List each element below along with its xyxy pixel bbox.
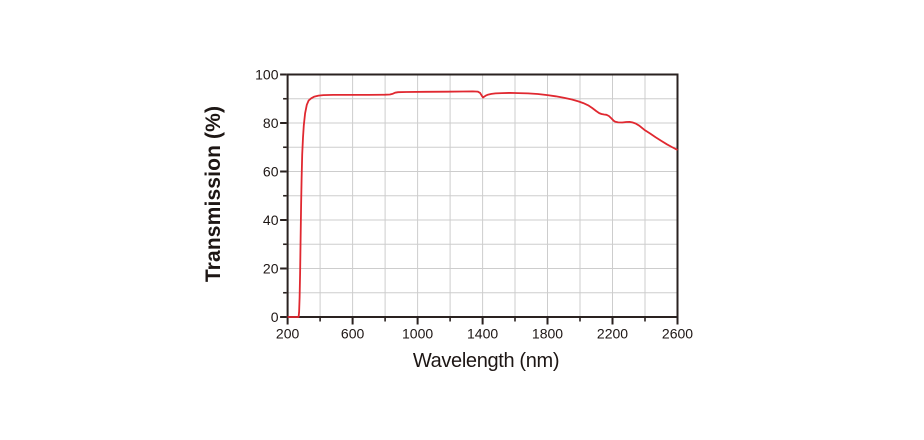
svg-text:2600: 2600 — [662, 326, 693, 342]
svg-text:1400: 1400 — [467, 326, 498, 342]
svg-text:Transmission (%): Transmission (%) — [202, 106, 225, 282]
svg-text:40: 40 — [263, 212, 279, 228]
svg-text:600: 600 — [341, 326, 365, 342]
svg-text:80: 80 — [263, 115, 279, 131]
svg-text:2200: 2200 — [597, 326, 628, 342]
svg-text:60: 60 — [263, 164, 279, 180]
svg-text:Wavelength (nm): Wavelength (nm) — [413, 350, 559, 372]
svg-text:100: 100 — [255, 67, 279, 83]
svg-text:1000: 1000 — [402, 326, 433, 342]
svg-text:20: 20 — [263, 261, 279, 277]
svg-text:0: 0 — [271, 309, 279, 325]
svg-text:1800: 1800 — [532, 326, 563, 342]
svg-text:200: 200 — [276, 326, 300, 342]
